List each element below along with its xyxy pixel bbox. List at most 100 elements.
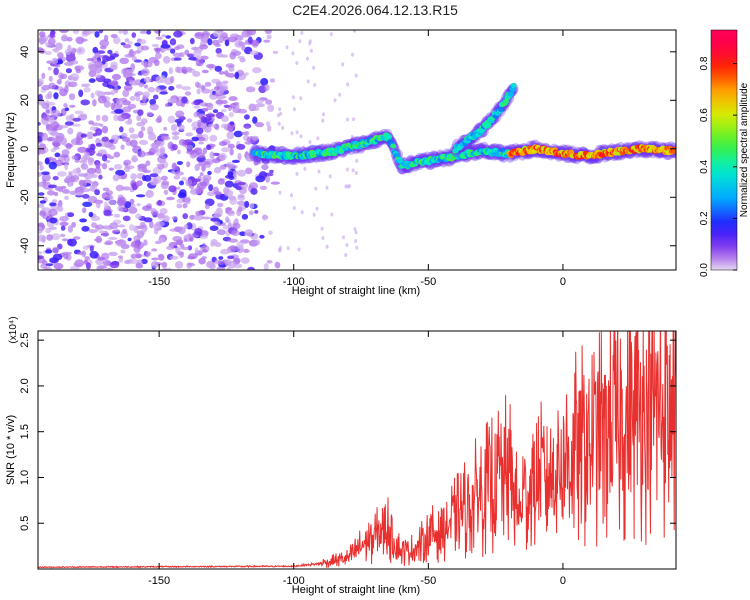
noise-blob [201, 216, 211, 220]
noise-blob [228, 164, 238, 170]
noise-blob [121, 68, 129, 75]
noise-blob [86, 58, 94, 62]
noise-blob [62, 238, 69, 242]
noise-blob [168, 85, 175, 91]
noise-blob [209, 134, 218, 142]
noise-blob [39, 200, 47, 204]
noise-blob [169, 38, 177, 46]
noise-blob [312, 65, 316, 70]
noise-blob [181, 86, 191, 91]
noise-blob [68, 171, 73, 176]
noise-blob [38, 161, 43, 166]
noise-blob [146, 111, 153, 116]
noise-blob [101, 154, 108, 162]
noise-blob [309, 48, 313, 53]
noise-blob [254, 239, 261, 246]
noise-blob [157, 254, 163, 258]
noise-blob [199, 44, 209, 50]
noise-blob [45, 109, 50, 114]
noise-blob [87, 195, 98, 204]
noise-blob [345, 167, 349, 172]
noise-blob [207, 170, 212, 176]
colorbar-label: Normalized spectral amplitude [739, 82, 750, 217]
noise-blob [204, 203, 210, 210]
noise-blob [183, 224, 189, 230]
noise-blob [180, 246, 190, 250]
noise-blob [45, 227, 52, 234]
noise-blob [38, 93, 43, 102]
noise-blob [126, 68, 135, 73]
noise-blob [129, 139, 138, 148]
noise-blob [176, 161, 183, 165]
x-tick-label-bottom: -150 [148, 575, 170, 587]
noise-blob [60, 233, 66, 238]
noise-blob [50, 233, 61, 241]
noise-blob [320, 226, 324, 231]
noise-blob [194, 31, 205, 39]
noise-blob [172, 235, 183, 242]
noise-blob [214, 65, 223, 72]
noise-blob [308, 140, 312, 144]
noise-blob [135, 213, 142, 220]
noise-blob [182, 203, 188, 209]
noise-blob [139, 139, 148, 146]
noise-blob [50, 128, 58, 132]
noise-blob [241, 30, 251, 38]
noise-blob [215, 99, 224, 105]
noise-blob [189, 37, 195, 45]
noise-blob [38, 251, 43, 255]
noise-blob [216, 202, 224, 208]
noise-blob [165, 35, 171, 39]
noise-blob [354, 239, 358, 243]
noise-blob [38, 78, 44, 86]
signal-point [394, 153, 401, 158]
noise-blob [350, 134, 354, 139]
noise-blob [159, 146, 166, 155]
noise-blob [247, 36, 253, 44]
noise-blob [39, 165, 44, 171]
noise-blob [173, 175, 181, 180]
noise-blob [223, 189, 234, 197]
noise-blob [231, 159, 240, 163]
noise-blob [176, 149, 182, 155]
noise-blob [67, 53, 75, 60]
noise-blob [193, 214, 203, 221]
noise-blob [98, 230, 105, 234]
noise-blob [48, 75, 53, 82]
noise-blob [134, 42, 141, 47]
noise-blob [38, 122, 41, 126]
noise-blob [56, 205, 64, 212]
noise-blob [108, 237, 118, 240]
noise-blob [184, 91, 192, 96]
noise-blob [157, 227, 162, 231]
noise-blob [218, 71, 225, 75]
noise-blob [135, 253, 142, 259]
noise-blob [281, 125, 285, 130]
noise-blob [355, 158, 359, 163]
noise-blob [161, 261, 168, 268]
noise-blob [169, 48, 176, 54]
noise-blob [196, 156, 206, 163]
noise-blob [52, 253, 63, 261]
noise-blob [38, 192, 45, 196]
noise-blob [185, 144, 194, 150]
noise-blob [175, 66, 180, 73]
noise-blob [62, 189, 70, 194]
noise-blob [146, 151, 154, 155]
noise-blob [286, 246, 290, 251]
noise-blob [89, 245, 94, 252]
noise-blob [127, 77, 133, 82]
signal-point [510, 83, 517, 88]
noise-blob [92, 46, 99, 54]
noise-blob [217, 178, 225, 185]
noise-blob [222, 80, 229, 84]
noise-blob [124, 38, 130, 43]
noise-blob [135, 94, 141, 102]
noise-blob [71, 155, 78, 160]
noise-blob [134, 50, 141, 54]
noise-blob [166, 245, 175, 250]
noise-blob [136, 203, 141, 207]
noise-blob [194, 247, 199, 254]
noise-blob [92, 99, 97, 107]
noise-blob [352, 117, 355, 122]
